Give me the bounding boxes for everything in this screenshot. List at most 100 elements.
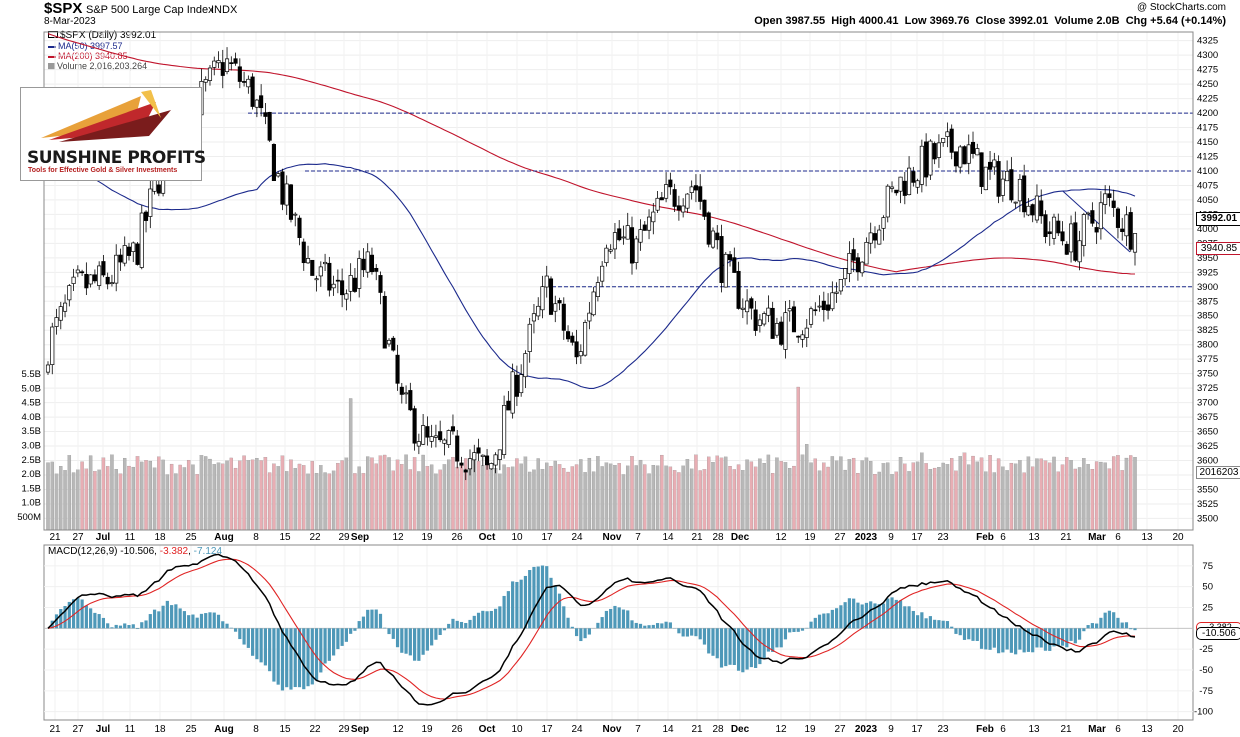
volume-bar	[805, 444, 809, 531]
volume-tick-label: 1.5B	[21, 483, 41, 494]
macd-histogram-bar	[391, 628, 395, 639]
candle-body	[651, 211, 656, 223]
macd-histogram-bar	[302, 628, 306, 690]
macd-histogram-bar	[310, 628, 314, 685]
macd-histogram-bar	[374, 609, 378, 629]
x-tick-label-top: 12	[392, 532, 404, 543]
volume-bar	[766, 454, 771, 531]
price-tick-label: 3650	[1197, 427, 1218, 438]
volume-bar	[685, 459, 690, 531]
macd-histogram-bar	[1060, 628, 1065, 646]
volume-bar	[621, 474, 626, 531]
macd-histogram-bar	[182, 611, 187, 629]
volume-bar	[591, 471, 596, 531]
macd-tick-label: -25	[1199, 644, 1213, 655]
candle-body	[97, 265, 102, 286]
candle-body	[1090, 210, 1095, 224]
volume-bar	[293, 468, 297, 531]
x-tick-label-bottom: 6	[1115, 724, 1121, 735]
candle-body	[911, 171, 916, 183]
macd-histogram-bar	[1133, 628, 1137, 631]
candle-body	[267, 111, 272, 141]
volume-bar	[259, 460, 263, 531]
macd-histogram-bar	[157, 611, 161, 629]
macd-histogram-bar	[920, 612, 924, 629]
volume-bar	[1086, 464, 1090, 531]
x-tick-label-bottom: 12	[392, 724, 404, 735]
volume-bar	[383, 454, 387, 531]
volume-bar	[59, 466, 63, 531]
volume-bar	[519, 463, 523, 531]
volume-bar	[370, 457, 374, 531]
macd-histogram-bar	[835, 608, 839, 629]
macd-histogram-bar	[493, 608, 498, 629]
volume-bar	[178, 464, 182, 531]
candle-body	[889, 186, 895, 189]
macd-histogram-bar	[911, 610, 915, 629]
candle-body	[745, 300, 750, 313]
candle-body	[399, 386, 404, 395]
volume-bar	[408, 469, 413, 531]
volume-bar	[1124, 457, 1129, 531]
candle-body	[975, 148, 980, 156]
macd-histogram-bar	[67, 601, 71, 629]
candle-body	[259, 95, 264, 109]
candle-body	[114, 254, 119, 284]
macd-histogram-bar	[404, 628, 408, 654]
x-tick-label-top: Aug	[214, 532, 233, 543]
candle-body	[425, 426, 430, 438]
candle-body	[736, 270, 741, 309]
volume-bar	[898, 457, 903, 531]
candle-body	[834, 291, 839, 294]
macd-histogram-bar	[349, 628, 353, 634]
macd-histogram-bar	[852, 598, 856, 629]
volume-bar	[1018, 460, 1022, 531]
volume-bar	[255, 458, 259, 531]
volume-bar	[135, 456, 140, 531]
macd-histogram-bar	[754, 628, 758, 668]
x-tick-label-top: 28	[712, 532, 724, 543]
volume-bar	[63, 470, 67, 531]
volume-bar	[728, 466, 732, 531]
x-tick-label-top: 9	[888, 532, 894, 543]
macd-histogram-bar	[498, 606, 502, 629]
volume-bar	[476, 461, 481, 531]
price-tick-label: 4150	[1197, 137, 1218, 148]
volume-tick-label: 3.5B	[21, 426, 41, 437]
candle-body	[898, 176, 903, 192]
volume-bar	[263, 457, 268, 531]
x-tick-label-top: 25	[185, 532, 197, 543]
price-tick-label: 3775	[1197, 354, 1218, 365]
ma200-price-tag: 3940.85	[1196, 242, 1240, 255]
volume-bar	[660, 454, 664, 531]
volume-bar	[361, 473, 366, 531]
macd-histogram-bar	[1035, 628, 1039, 648]
macd-histogram-bar	[383, 627, 387, 629]
volume-bar	[498, 473, 502, 531]
macd-histogram-bar	[984, 628, 988, 650]
macd-histogram-bar	[434, 628, 438, 640]
volume-bar	[651, 465, 656, 531]
macd-histogram-bar	[847, 598, 851, 629]
macd-histogram-bar	[873, 603, 877, 629]
candle-body	[885, 185, 890, 218]
macd-histogram-bar	[677, 628, 681, 634]
candle-body	[467, 458, 473, 470]
macd-histogram-bar	[174, 604, 178, 629]
volume-bar	[131, 466, 135, 531]
macd-histogram-bar	[106, 623, 110, 629]
macd-histogram-bar	[71, 599, 76, 629]
volume-bar	[400, 464, 404, 531]
volume-bar	[971, 455, 975, 531]
x-tick-label-bottom: 21	[1060, 724, 1072, 735]
volume-bar	[647, 473, 651, 531]
candle-body	[489, 463, 494, 470]
candle-body	[1013, 201, 1018, 204]
candle-body	[348, 275, 353, 292]
volume-tick-label: 500M	[17, 512, 41, 523]
volume-bar	[655, 465, 660, 531]
candle-body	[357, 258, 362, 289]
macd-tick-label: 25	[1202, 603, 1213, 614]
candle-body	[664, 184, 669, 199]
volume-bar	[553, 460, 557, 531]
